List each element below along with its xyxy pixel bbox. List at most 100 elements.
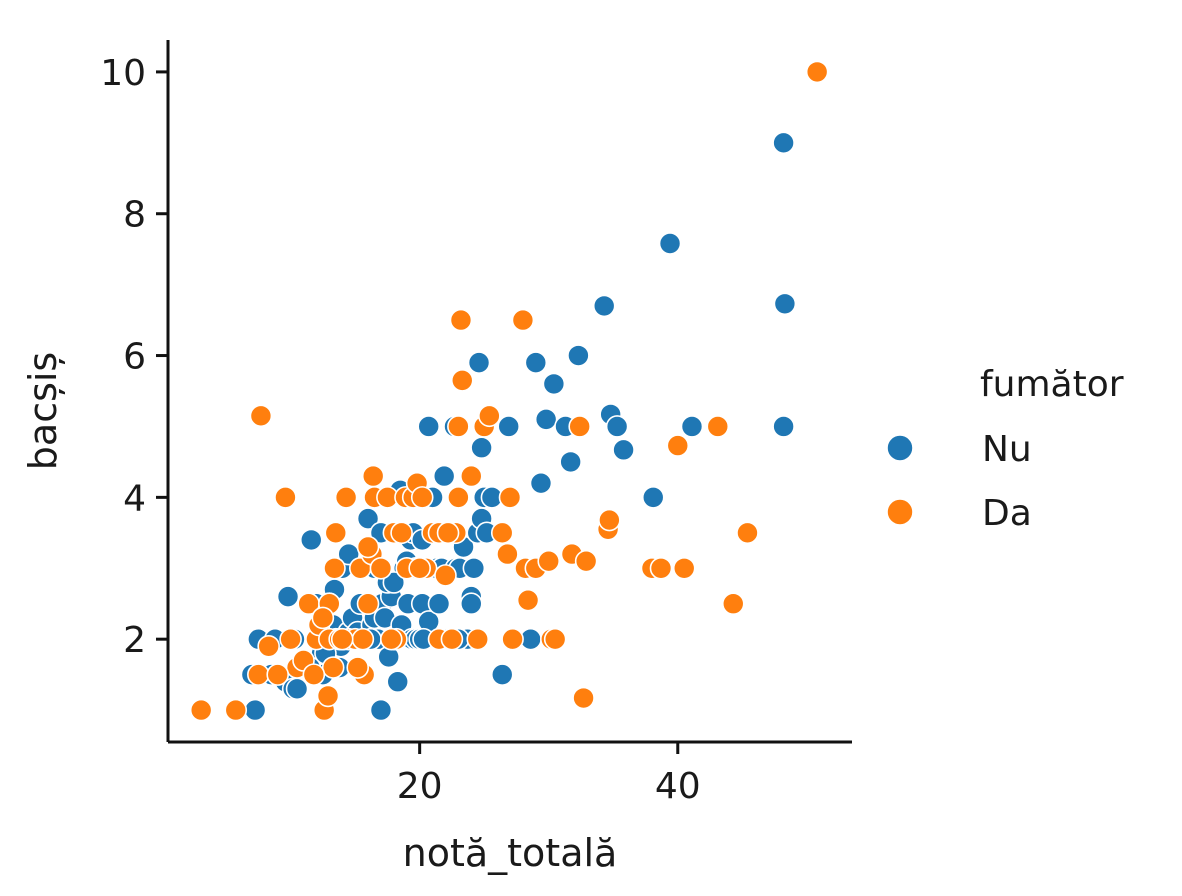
data-point: [490, 663, 514, 686]
data-point: [529, 471, 553, 495]
data-point: [356, 507, 380, 530]
data-point: [432, 464, 456, 488]
data-point: [274, 486, 297, 509]
data-point: [417, 415, 440, 438]
data-point: [641, 486, 665, 509]
data-point: [524, 351, 548, 374]
data-point: [311, 606, 335, 630]
data-point: [672, 556, 696, 580]
data-point: [276, 585, 300, 608]
data-point: [559, 450, 582, 474]
y-tick-label: 6: [123, 337, 146, 378]
x-ticks: 20 40: [397, 742, 701, 807]
data-point: [568, 415, 591, 438]
data-point: [361, 464, 385, 488]
data-point: [323, 556, 346, 580]
y-tick-label: 8: [123, 195, 146, 236]
data-point: [501, 627, 524, 651]
data-point: [224, 698, 248, 722]
data-point: [447, 415, 470, 438]
data-point: [490, 521, 514, 545]
x-tick-label: 40: [655, 766, 701, 807]
data-point: [247, 663, 270, 686]
data-point: [369, 698, 393, 722]
data-point: [266, 663, 289, 686]
y-ticks: 2 4 6 8 10: [100, 53, 168, 661]
data-point: [436, 521, 460, 545]
data-point: [249, 404, 273, 428]
data-point: [356, 535, 380, 559]
data-point: [805, 60, 829, 84]
data-point: [447, 486, 470, 509]
data-point: [390, 521, 413, 545]
data-point: [706, 415, 730, 438]
data-point: [379, 627, 403, 651]
data-point: [382, 571, 406, 594]
data-point: [369, 556, 393, 580]
data-point: [434, 564, 457, 587]
data-point: [516, 588, 540, 612]
data-point: [721, 592, 745, 616]
x-axis-label: notă_totală: [403, 831, 618, 875]
data-point: [567, 344, 590, 367]
data-point: [772, 131, 795, 155]
data-point: [351, 627, 375, 651]
legend: fumător Nu Da: [886, 364, 1124, 534]
y-tick-label: 4: [123, 478, 146, 519]
data-point: [542, 372, 566, 396]
data-point: [543, 627, 567, 651]
data-point: [470, 436, 493, 460]
data-point: [189, 698, 213, 722]
data-point: [316, 684, 340, 708]
data-point: [466, 627, 490, 651]
legend-marker-nu: [886, 434, 914, 462]
data-point: [356, 592, 380, 616]
data-point: [408, 556, 431, 580]
x-tick-label: 20: [397, 766, 443, 807]
data-point: [440, 627, 464, 651]
data-point: [459, 592, 483, 616]
data-point: [666, 434, 690, 457]
data-point: [459, 464, 483, 488]
y-axis-label: bacșiș: [21, 352, 65, 470]
data-point: [612, 438, 635, 462]
series-da: [189, 60, 829, 722]
data-point: [592, 294, 616, 318]
data-point: [462, 556, 486, 580]
data-point: [772, 415, 795, 438]
data-point: [450, 369, 474, 392]
data-point: [496, 542, 519, 566]
data-point: [386, 670, 410, 694]
data-point: [537, 549, 561, 573]
data-point: [680, 415, 704, 438]
data-point: [736, 521, 759, 545]
data-point: [243, 698, 267, 722]
data-point: [572, 686, 595, 710]
data-point: [574, 549, 598, 573]
y-tick-label: 2: [123, 620, 146, 661]
data-point: [658, 232, 682, 255]
data-point: [478, 404, 501, 428]
data-point: [467, 351, 491, 374]
data-point: [302, 663, 326, 686]
data-point: [498, 486, 522, 509]
legend-label-nu: Nu: [982, 429, 1032, 470]
data-point: [285, 677, 309, 701]
data-point: [324, 521, 348, 545]
legend-items: Nu Da: [886, 429, 1032, 534]
data-point: [299, 528, 323, 552]
data-point: [321, 656, 345, 679]
data-point: [773, 292, 797, 316]
data-point: [449, 308, 473, 332]
data-point: [346, 656, 370, 679]
data-point: [334, 486, 358, 509]
data-point: [534, 408, 558, 431]
legend-label-da: Da: [982, 493, 1032, 534]
legend-title: fumător: [980, 364, 1124, 405]
data-point: [605, 415, 629, 438]
data-point: [427, 592, 451, 616]
legend-marker-da: [886, 498, 914, 526]
points-layer: [189, 60, 829, 722]
data-point: [598, 508, 621, 532]
